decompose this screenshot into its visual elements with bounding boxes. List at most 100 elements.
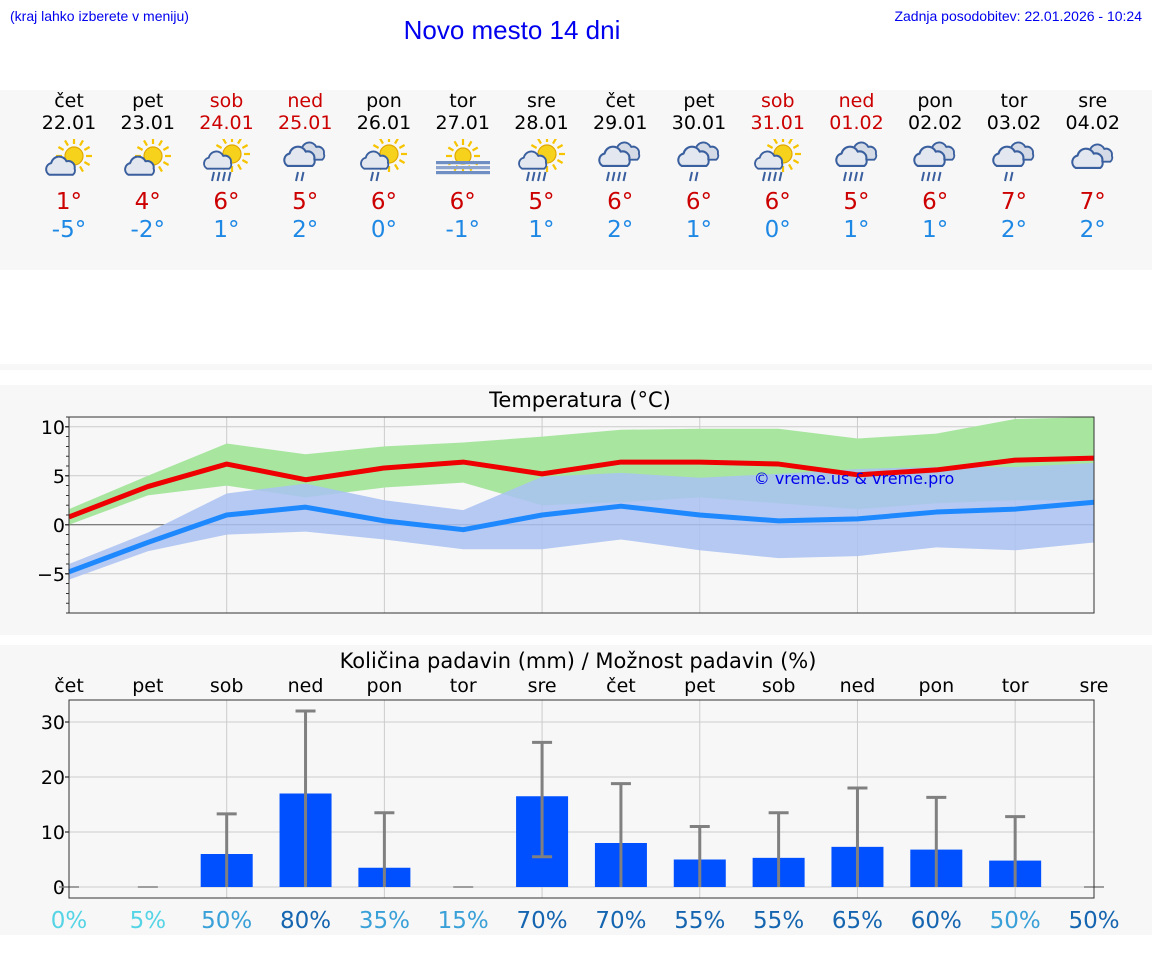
day-column: sob 31.01 6° 0° (738, 90, 818, 244)
temp-min: 1° (685, 217, 713, 243)
day-date: 01.02 (829, 112, 884, 134)
precip-chance: 60% (911, 908, 962, 934)
day-name: pon (366, 90, 402, 112)
partly-cloudy-rain-icon (753, 139, 801, 182)
precip-chance: 65% (832, 908, 883, 934)
temp-min: 1° (843, 217, 870, 243)
temp-min: 0° (764, 217, 791, 243)
category-label: sre (1080, 675, 1109, 697)
partly-cloudy-rain-icon (517, 139, 565, 182)
category-label: ned (288, 675, 324, 697)
day-column: sob 24.01 6° 1° (187, 90, 267, 244)
y-tick-label: 10 (41, 417, 65, 439)
category-label: pet (132, 675, 163, 697)
day-name: tor (449, 90, 477, 112)
day-date: 03.02 (986, 112, 1042, 134)
temp-min: 2° (607, 217, 634, 243)
precip-chance: 55% (674, 908, 725, 934)
section-divider (0, 364, 1152, 370)
temp-min: -2° (130, 217, 165, 243)
precip-chance: 15% (438, 908, 489, 934)
day-column: pet 30.01 6° 1° (659, 90, 739, 244)
min-range-band (69, 463, 1094, 580)
temp-max: 5° (528, 189, 555, 215)
location-hint: (kraj lahko izberete v meniju) (10, 8, 189, 24)
temp-max: 4° (134, 189, 161, 215)
category-label: sre (528, 675, 557, 697)
sun-fog-icon (435, 139, 490, 175)
temperature-chart: Temperatura (°C) 10 5 0 −5 © vreme.us & vreme… (37, 388, 1095, 614)
category-label: čet (54, 675, 84, 697)
max-temp-line (68, 455, 1095, 520)
plot-frame (68, 416, 1095, 614)
precipitation-panel: Količina padavin (mm) / Možnost padavin … (0, 645, 1152, 935)
y-tick-label: 10 (41, 822, 65, 844)
day-name: pet (683, 90, 715, 112)
day-column: čet 29.01 6° 2° (580, 90, 660, 244)
precipitation-chart: Količina padavin (mm) / Možnost padavin … (0, 649, 1152, 935)
category-label: ned (840, 675, 876, 697)
temp-max: 1° (55, 189, 83, 215)
precip-chance: 70% (595, 908, 646, 934)
day-date: 23.01 (120, 112, 175, 134)
day-date: 25.01 (278, 112, 333, 134)
temp-min: -5° (51, 217, 87, 243)
day-column: pon 26.01 6° 0° (344, 90, 424, 244)
day-column: ned 01.02 5° 1° (817, 90, 897, 244)
category-label: čet (606, 675, 636, 697)
day-name: sre (1078, 90, 1108, 112)
temp-max: 6° (764, 189, 791, 215)
temp-max: 6° (449, 189, 476, 215)
category-label: pon (367, 675, 403, 697)
temp-min: -1° (445, 217, 480, 243)
day-date: 27.01 (435, 112, 490, 134)
precip-chance: 35% (359, 908, 410, 934)
watermark: © vreme.us & vreme.pro (754, 469, 955, 488)
temp-min: 0° (370, 217, 398, 243)
temp-max: 6° (213, 189, 240, 215)
temp-max: 6° (685, 189, 713, 215)
day-date: 04.02 (1065, 112, 1120, 134)
day-name: čet (54, 90, 84, 112)
y-tick-label: 0 (53, 877, 65, 899)
precip-chance: 50% (990, 908, 1041, 934)
day-name: čet (605, 90, 636, 112)
day-name: tor (1000, 90, 1028, 112)
partly-cloudy-light-rain-icon (360, 139, 407, 182)
panel-bg (0, 675, 1152, 935)
day-name: pon (917, 90, 954, 112)
y-tick-label: −5 (37, 564, 65, 586)
day-name: sre (527, 90, 556, 112)
chart-title: Količina padavin (mm) / Možnost padavin … (340, 649, 817, 673)
day-name: ned (838, 90, 875, 112)
precip-chance: 5% (130, 908, 167, 934)
min-temp-line (68, 499, 1095, 575)
day-date: 24.01 (199, 112, 254, 134)
chart-title: Temperatura (°C) (488, 388, 671, 412)
day-column: sre 04.02 7° 2° (1053, 90, 1133, 244)
day-date: 31.01 (750, 112, 805, 134)
cloudy-icon (1071, 143, 1113, 169)
y-tick-label: 20 (41, 767, 65, 789)
cloudy-rain-icon (834, 141, 877, 182)
day-name: ned (287, 90, 324, 112)
category-label: sob (762, 675, 796, 697)
category-label: tor (450, 675, 477, 697)
precip-chance: 55% (753, 908, 804, 934)
last-update: Zadnja posodobitev: 22.01.2026 - 10:24 (894, 8, 1142, 24)
cloudy-light-rain-icon (677, 141, 720, 182)
precip-chance: 0% (51, 908, 88, 934)
day-name: sob (209, 90, 244, 112)
category-label: tor (1002, 675, 1029, 697)
page-title: Novo mesto 14 dni (403, 15, 621, 45)
temp-max: 5° (292, 189, 319, 215)
day-name: pet (132, 90, 164, 112)
precip-chance: 70% (517, 908, 568, 934)
y-tick-label: 30 (41, 712, 65, 734)
cloudy-rain-icon (598, 141, 641, 182)
day-column: tor 03.02 7° 2° (974, 90, 1054, 244)
temp-max: 6° (370, 189, 398, 215)
partly-cloudy-rain-icon (202, 139, 250, 182)
temperature-panel: Temperatura (°C) 10 5 0 −5 © vreme.us & vreme… (0, 385, 1152, 635)
temp-max: 5° (843, 189, 870, 215)
